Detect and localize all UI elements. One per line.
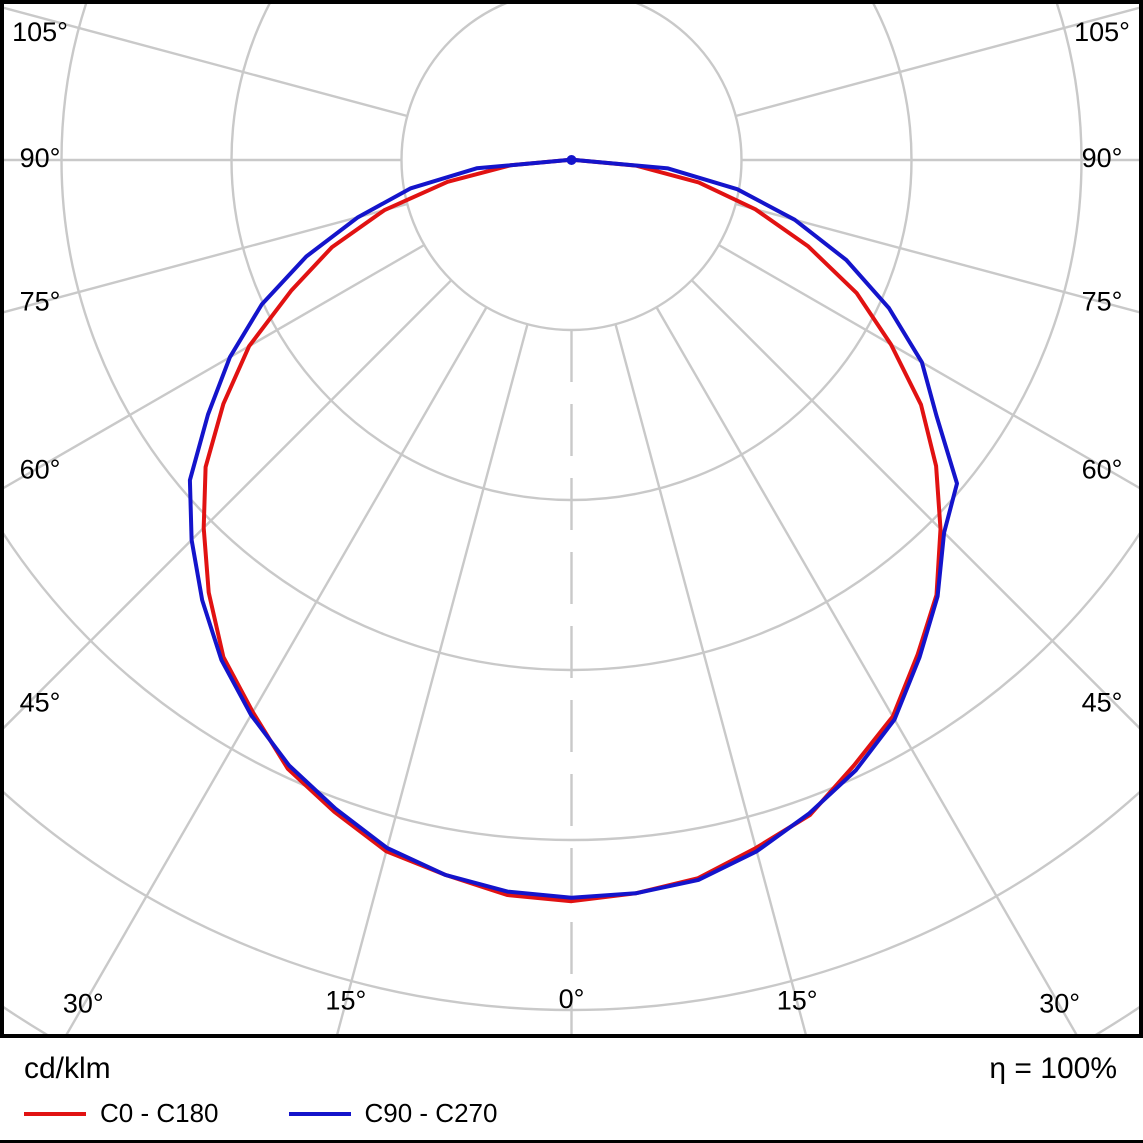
chart-footer: cd/klm η = 100% C0 - C180 C90 - C270 [0,1038,1143,1143]
radial-gridline [3,243,425,490]
legend-label-c0-c180: C0 - C180 [100,1098,219,1128]
angle-tick-label: 15° [777,985,818,1015]
radial-gridline [718,243,1140,490]
radial-gridline [690,279,1140,731]
radial-gridline [655,306,1079,1035]
radial-gridline [335,323,529,1035]
angle-tick-label: 75° [1082,287,1123,317]
radial-gridline [3,6,408,118]
radial-gridline [64,306,488,1035]
angle-tick-label: 45° [20,688,61,718]
series-curve-1 [187,158,959,900]
angle-tick-label: 75° [20,287,61,317]
legend-swatch-c0-c180 [24,1111,86,1116]
angle-tick-label: 30° [1039,989,1080,1019]
angle-tick-label: 105° [12,17,68,47]
angle-tick-label: 15° [325,985,366,1015]
series-curve-0 [201,158,943,904]
grid-ring [3,530,1140,841]
angle-tick-label: 30° [63,989,104,1019]
efficiency-label: η = 100% [989,1052,1117,1085]
angle-tick-label: 60° [20,454,61,484]
polar-plot-area: 105° 90° 75° 60° 45° 30° 15° 0° 15° 30° 45° 60° 75° 9… [0,0,1143,1038]
angle-tick-label: 90° [20,143,61,173]
radial-gridline [735,202,1140,314]
angle-tick-label: 105° [1074,17,1130,47]
angle-tick-label: 60° [1082,454,1123,484]
radial-gridline [3,279,453,731]
legend-swatch-c90-c270 [288,1111,351,1116]
angle-tick-label: 90° [1082,143,1123,173]
polar-intensity-chart: 105° 90° 75° 60° 45° 30° 15° 0° 15° 30° 45° 60° 75° 9… [0,0,1143,1038]
footer-top-row: cd/klm η = 100% [0,1038,1143,1086]
polar-grid [3,3,1140,1035]
series-curves [187,155,959,904]
curve-origin-dot [566,155,577,165]
radial-gridline [614,323,808,1035]
unit-label: cd/klm [24,1052,111,1085]
radial-gridline [3,202,408,314]
legend-label-c90-c270: C90 - C270 [364,1098,498,1128]
angle-tick-label: 0° [559,984,585,1014]
plot-border [0,0,1143,1038]
legend: C0 - C180 C90 - C270 [0,1086,1143,1129]
radial-gridline [735,6,1140,118]
angle-tick-label: 45° [1082,688,1123,718]
